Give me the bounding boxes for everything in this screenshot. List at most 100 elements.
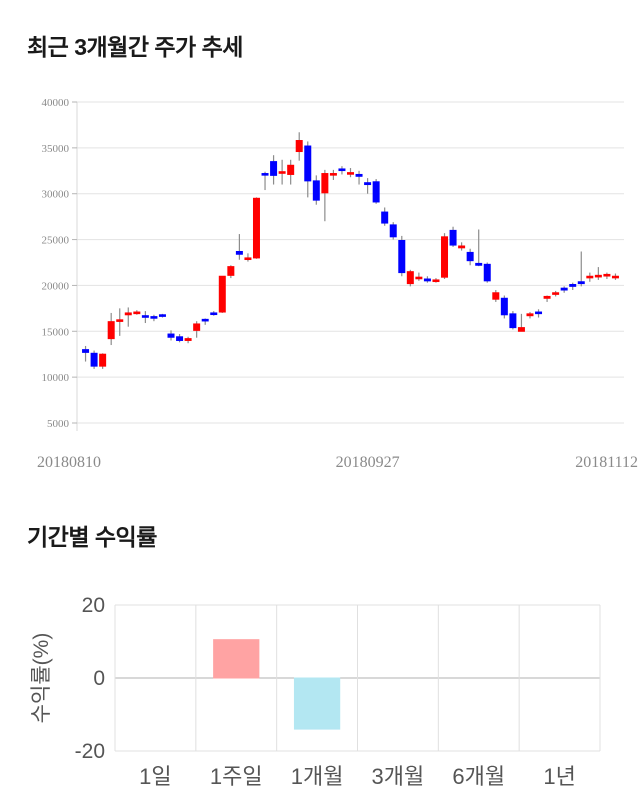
y-tick-label: 40000	[42, 97, 70, 109]
candle-body	[347, 172, 354, 175]
candle-body	[261, 173, 269, 176]
candle-body	[577, 281, 585, 285]
price-trend-title: 최근 3개월간 주가 추세	[27, 34, 243, 60]
candle-body	[560, 287, 568, 291]
candle-body	[458, 245, 466, 249]
y-tick-label: 20000	[42, 280, 70, 292]
x-tick-label: 1년	[543, 764, 575, 789]
candle-body	[158, 314, 166, 317]
candle-body	[304, 145, 312, 182]
candle-body	[176, 336, 184, 341]
period-return-bar-chart: -20 0 20 수익률(%) 1일 1주일 1개월 3개월 6개월 1년	[30, 594, 601, 789]
candle-body	[329, 173, 337, 176]
candle-body	[107, 321, 115, 340]
bar-y-axis-labels: -20 0 20	[75, 594, 105, 763]
candle-body	[381, 211, 389, 224]
candle-body	[82, 349, 90, 353]
y-tick-label: -20	[75, 740, 105, 763]
candle-body	[449, 229, 457, 246]
candle-body	[423, 278, 431, 282]
candle-body	[167, 333, 175, 338]
candle-body	[278, 171, 286, 174]
candle-body	[227, 266, 235, 276]
candle-body	[338, 168, 346, 172]
x-tick-label: 3개월	[372, 764, 425, 789]
candle-body	[475, 262, 483, 266]
candle-body	[603, 273, 611, 277]
candle-body	[201, 318, 209, 322]
candle-body	[133, 311, 141, 315]
candle-body	[586, 275, 594, 279]
candle-body	[116, 319, 124, 322]
candle-body	[509, 313, 517, 329]
candle-body	[535, 311, 543, 315]
candle-body	[543, 295, 551, 299]
candle-body	[90, 352, 98, 367]
y-tick-label: 30000	[42, 189, 70, 201]
candle-body	[124, 312, 132, 316]
candle-body	[569, 284, 577, 287]
candle-body	[483, 263, 491, 282]
candle-body	[594, 274, 602, 278]
candle-x-axis-labels: 20180810 20180927 20181112	[37, 454, 638, 471]
candle-body	[355, 173, 363, 177]
x-tick-label: 20180810	[37, 454, 101, 471]
candle-body	[312, 180, 320, 201]
candle-body	[389, 224, 397, 238]
y-tick-label: 0	[93, 667, 105, 690]
candle-body	[150, 316, 158, 319]
candle-body	[218, 275, 226, 313]
price-candlestick-chart: 500010000150002000025000300003500040000 …	[37, 97, 638, 471]
candle-body	[372, 181, 380, 203]
candle-body	[466, 251, 474, 262]
y-axis-title-label: 수익률(%)	[30, 633, 53, 724]
candle-body	[99, 353, 107, 367]
candle-body	[321, 173, 329, 194]
candle-body	[500, 297, 508, 316]
candle-body	[193, 323, 201, 331]
candle-body	[235, 250, 243, 255]
candle-body	[252, 197, 260, 259]
x-tick-label: 20181112	[575, 454, 638, 471]
x-tick-label: 6개월	[452, 764, 505, 789]
candle-body	[398, 239, 406, 274]
y-tick-label: 10000	[42, 372, 70, 384]
candle-body	[492, 292, 500, 300]
candle-body	[270, 161, 278, 176]
x-tick-label: 20180927	[336, 454, 400, 471]
candle-body	[611, 275, 619, 279]
candle-body	[244, 257, 252, 261]
x-tick-label: 1일	[139, 764, 171, 789]
x-tick-label: 1주일	[210, 764, 263, 789]
bar-gridlines	[114, 604, 601, 752]
candle-body	[210, 312, 218, 316]
candle-body	[432, 279, 440, 283]
candle-body	[287, 164, 295, 175]
bar-x-axis-labels: 1일 1주일 1개월 3개월 6개월 1년	[139, 764, 576, 789]
x-tick-label: 1개월	[291, 764, 344, 789]
y-tick-label: 15000	[42, 326, 70, 338]
bar-series	[213, 639, 341, 730]
candle-body	[415, 276, 423, 280]
period-return-title: 기간별 수익률	[27, 524, 157, 550]
y-tick-label: 35000	[42, 143, 70, 155]
candle-body	[406, 271, 414, 285]
candle-body	[184, 338, 192, 341]
y-tick-label: 5000	[47, 418, 70, 430]
candle-gridlines	[76, 101, 624, 431]
candle-body	[295, 140, 303, 153]
bar-1주일	[213, 639, 260, 679]
candle-y-axis-labels: 5000 10000 15000 20000 25000 30000 35000 40000	[42, 97, 77, 430]
bar-1개월	[293, 677, 341, 730]
y-tick-label: 25000	[42, 235, 70, 247]
candle-body	[364, 182, 372, 186]
bar-y-axis-title: 수익률(%)	[30, 633, 53, 724]
candle-body	[526, 313, 534, 317]
candle-body	[141, 315, 149, 318]
candle-body	[441, 236, 449, 278]
candle-body	[517, 327, 525, 332]
candle-body	[552, 292, 560, 295]
candle-series	[82, 132, 619, 369]
y-tick-label: 20	[82, 594, 105, 617]
